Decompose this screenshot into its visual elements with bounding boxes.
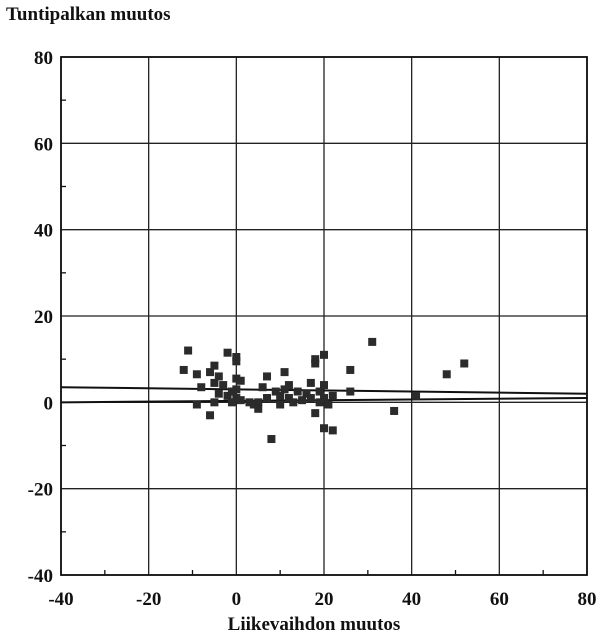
x-tick-label: 20 [315, 589, 334, 610]
data-point [232, 385, 241, 394]
data-point [232, 394, 241, 403]
data-point [214, 372, 223, 381]
regression-line [60, 386, 588, 395]
data-point [223, 391, 232, 400]
grid [60, 56, 588, 576]
data-point [258, 383, 267, 392]
data-point [197, 383, 206, 392]
data-point [232, 374, 241, 383]
data-point [320, 424, 328, 433]
data-point [236, 376, 245, 385]
data-point [328, 426, 337, 435]
y-axis-title: Tuntipalkan muutos [6, 4, 171, 25]
data-point [284, 394, 293, 403]
x-tick-label: 60 [490, 589, 509, 610]
data-point [236, 396, 245, 405]
data-points [179, 337, 469, 444]
data-point [289, 398, 298, 407]
data-point [276, 391, 285, 400]
data-point [192, 400, 201, 409]
data-point [311, 355, 320, 364]
data-point [267, 435, 276, 444]
y-tick-label: -20 [28, 480, 53, 501]
data-point [179, 365, 188, 374]
data-point [306, 394, 315, 403]
data-point [284, 381, 293, 390]
data-point [254, 404, 263, 413]
tick-labels: -40 -20 0 20 40 60 80 80 60 40 20 0 -20 -40 [28, 48, 597, 610]
y-tick-label: 40 [34, 221, 53, 242]
x-tick-label: -40 [48, 589, 73, 610]
data-point [227, 387, 236, 396]
data-point [298, 396, 307, 405]
data-point [320, 394, 328, 403]
data-point [280, 368, 289, 377]
data-point [276, 400, 285, 409]
data-point [293, 387, 302, 396]
y-tick-label: 80 [34, 48, 53, 69]
data-point [219, 381, 228, 390]
data-point [368, 337, 377, 346]
data-point [412, 391, 421, 400]
x-tick-label: -20 [136, 589, 161, 610]
x-tick-label: 0 [232, 589, 242, 610]
data-point [210, 398, 219, 407]
data-point [280, 385, 289, 394]
data-point [328, 391, 337, 400]
data-point [302, 389, 311, 398]
plot-frame [60, 56, 588, 576]
y-tick-label: 60 [34, 134, 53, 155]
data-point [390, 406, 399, 415]
data-point [214, 389, 223, 398]
data-point [254, 398, 263, 407]
data-point [227, 398, 236, 407]
x-tick-label: 40 [402, 589, 421, 610]
data-point [206, 411, 215, 420]
data-point [442, 370, 451, 379]
data-point [311, 409, 320, 418]
data-point [320, 381, 328, 390]
data-point [320, 350, 328, 359]
data-point [460, 359, 469, 368]
data-point [184, 346, 193, 355]
data-point [206, 368, 215, 377]
x-axis-title: Liikevaihdon muutos [227, 614, 401, 635]
data-point [223, 348, 232, 357]
x-tick-label: 80 [578, 589, 597, 610]
y-tick-label: 0 [44, 393, 54, 414]
data-point [324, 400, 333, 409]
data-point [232, 353, 241, 362]
data-point [210, 378, 219, 387]
data-point [263, 372, 272, 381]
data-point [249, 400, 258, 409]
data-point [192, 370, 201, 379]
y-tick-label: -40 [28, 566, 53, 587]
data-point [311, 359, 320, 368]
data-point [271, 387, 280, 396]
data-point [306, 378, 315, 387]
data-point [245, 398, 254, 407]
data-point [315, 398, 324, 407]
data-point [346, 387, 355, 396]
axes [60, 56, 588, 576]
y-tick-label: 20 [34, 307, 53, 328]
data-point [263, 394, 272, 403]
data-point [315, 387, 324, 396]
data-point [232, 357, 241, 366]
data-point [346, 365, 355, 374]
data-point [210, 361, 219, 370]
